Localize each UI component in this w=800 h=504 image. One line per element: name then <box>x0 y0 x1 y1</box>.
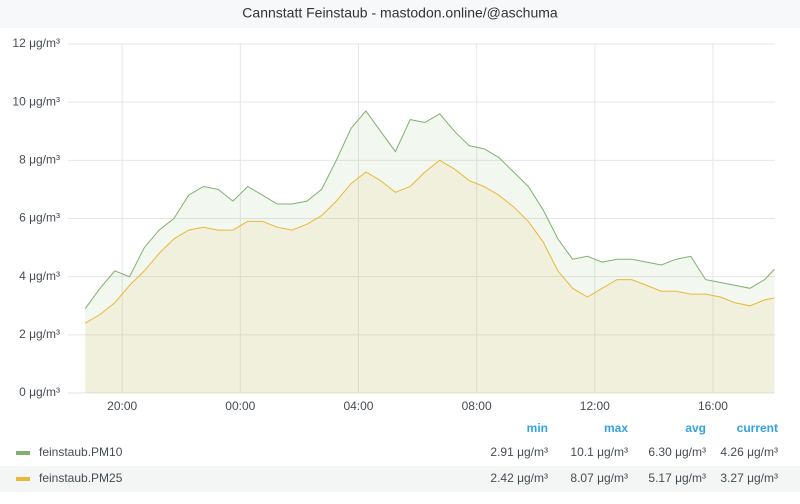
y-tick-label: 4 μg/m³ <box>19 269 60 283</box>
legend-stat: 6.30 μg/m³ <box>648 445 706 459</box>
y-tick-label: 0 μg/m³ <box>19 385 60 399</box>
y-tick-label: 8 μg/m³ <box>19 153 60 167</box>
series-area <box>85 160 775 393</box>
x-tick-label: 16:00 <box>698 399 728 413</box>
title-bar <box>0 0 800 28</box>
legend-header: min <box>527 421 548 435</box>
panel-title: Cannstatt Feinstaub - mastodon.online/@a… <box>242 5 558 21</box>
x-tick-label: 12:00 <box>580 399 610 413</box>
series-line <box>84 159 775 324</box>
legend-stat: 2.91 μg/m³ <box>490 445 548 459</box>
x-tick-label: 20:00 <box>107 399 137 413</box>
legend-stat: 2.42 μg/m³ <box>490 471 548 485</box>
legend-header: avg <box>685 421 706 435</box>
y-tick-label: 12 μg/m³ <box>12 36 60 50</box>
x-tick-label: 00:00 <box>225 399 255 413</box>
legend-label[interactable]: feinstaub.PM10 <box>39 445 123 459</box>
x-tick-label: 04:00 <box>343 399 373 413</box>
y-tick-label: 2 μg/m³ <box>19 327 60 341</box>
legend-stat: 4.26 μg/m³ <box>720 445 778 459</box>
legend-stat: 3.27 μg/m³ <box>720 471 778 485</box>
y-tick-label: 10 μg/m³ <box>12 94 60 108</box>
legend-label[interactable]: feinstaub.PM25 <box>39 471 123 485</box>
legend-header: max <box>604 421 628 435</box>
series-area <box>85 110 775 394</box>
y-tick-label: 6 μg/m³ <box>19 211 60 225</box>
legend-row-bg <box>0 466 800 492</box>
legend-stat: 10.1 μg/m³ <box>570 445 628 459</box>
legend-header: current <box>737 421 778 435</box>
series-line <box>84 110 775 309</box>
x-tick-label: 08:00 <box>462 399 492 413</box>
legend-stat: 8.07 μg/m³ <box>570 471 628 485</box>
legend-stat: 5.17 μg/m³ <box>648 471 706 485</box>
